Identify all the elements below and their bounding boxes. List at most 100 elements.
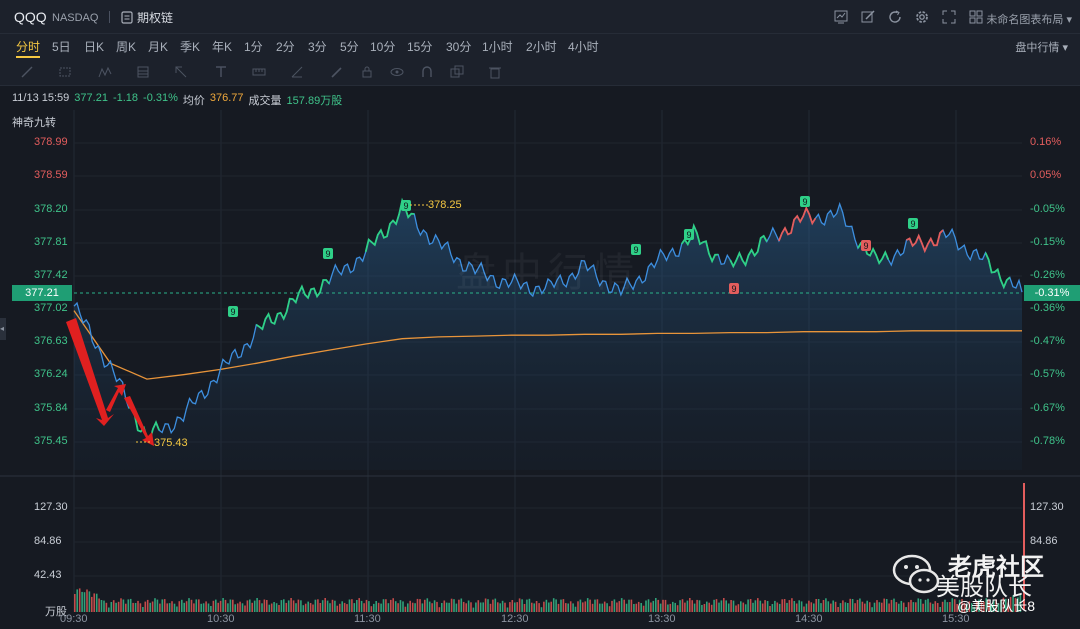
volume-bar <box>394 601 397 612</box>
x-tick-label: 12:30 <box>501 613 529 625</box>
text-tool-icon[interactable] <box>214 65 228 79</box>
volume-bar <box>652 600 655 612</box>
signal-segment <box>984 252 1011 290</box>
cursor-icon[interactable] <box>174 65 188 79</box>
period-tab[interactable]: 季K <box>180 40 201 54</box>
volume-bar <box>992 599 995 612</box>
volume-bar <box>817 599 820 612</box>
period-tab[interactable]: 周K <box>116 40 137 54</box>
volume-label: 成交量 <box>248 95 282 107</box>
volume-bar <box>596 599 599 612</box>
volume-bar <box>837 607 839 612</box>
volume-bar <box>662 599 664 612</box>
volume-bar <box>83 592 86 612</box>
period-tab[interactable]: 2小时 <box>526 40 557 54</box>
edit-icon[interactable] <box>860 9 876 25</box>
fib-icon[interactable] <box>136 65 150 79</box>
pencil-icon[interactable] <box>330 65 344 79</box>
volume-bar <box>161 599 164 612</box>
volume-bar <box>771 604 774 612</box>
period-tab[interactable]: 1小时 <box>482 40 513 54</box>
volume-bar <box>385 599 387 612</box>
volume-bar <box>742 602 745 612</box>
period-tab[interactable]: 4小时 <box>568 40 599 54</box>
layout-name-dropdown[interactable]: 未命名图表布局 ▾ <box>986 11 1072 27</box>
symbol-label[interactable]: QQQ <box>14 9 47 25</box>
ruler-icon[interactable] <box>290 65 304 79</box>
volume-bar <box>567 603 569 612</box>
period-tab[interactable]: 1分 <box>244 40 263 54</box>
period-tab[interactable]: 5日 <box>52 40 71 54</box>
volume-bar <box>424 599 426 612</box>
refresh-icon[interactable] <box>887 9 903 25</box>
volume-bar <box>710 604 713 612</box>
volume-bar <box>251 602 253 612</box>
period-tab[interactable]: 5分 <box>340 40 359 54</box>
lock-icon[interactable] <box>360 65 374 79</box>
period-tab[interactable]: 分时 <box>16 40 41 54</box>
volume-bar <box>732 600 735 612</box>
volume-bar <box>922 603 924 612</box>
volume-bar <box>946 602 949 612</box>
chart-icon[interactable] <box>833 9 849 25</box>
clone-icon[interactable] <box>450 65 464 79</box>
volume-bar <box>934 601 937 612</box>
period-tab[interactable]: 30分 <box>446 40 472 54</box>
volume-bar <box>601 603 604 612</box>
rectangle-icon[interactable] <box>58 65 72 79</box>
volume-bar <box>761 603 764 612</box>
period-tab[interactable]: 15分 <box>407 40 433 54</box>
measure-icon[interactable] <box>252 65 266 79</box>
volume-bar <box>241 603 244 612</box>
option-chain-button[interactable]: 期权链 <box>121 9 173 26</box>
period-tab[interactable]: 年K <box>212 40 233 54</box>
y-tick-label: 378.20 <box>34 203 68 215</box>
volume-bar <box>239 601 241 612</box>
period-tab[interactable]: 3分 <box>308 40 327 54</box>
volume-bar <box>847 603 849 612</box>
period-tab[interactable]: 10分 <box>370 40 396 54</box>
eye-icon[interactable] <box>390 65 404 79</box>
fullscreen-icon[interactable] <box>941 9 957 25</box>
volume-bar <box>397 603 399 612</box>
period-tab[interactable]: 月K <box>148 40 169 54</box>
volume-bar <box>603 601 606 612</box>
trash-icon[interactable] <box>488 65 502 79</box>
volume-bar <box>800 601 803 612</box>
period-tab[interactable]: 日K <box>84 40 105 54</box>
volume-bar <box>287 600 290 612</box>
volume-bar <box>876 600 878 612</box>
volume-bar <box>261 603 263 612</box>
trend-line-icon[interactable] <box>20 65 34 79</box>
volume-bar <box>973 606 975 612</box>
high-annotation: 378.25 <box>428 199 462 211</box>
volume-bar <box>365 599 368 612</box>
settings-icon[interactable] <box>914 9 930 25</box>
indicator-label[interactable]: 神奇九转 <box>12 117 56 129</box>
grid-layout-icon[interactable] <box>968 9 984 25</box>
intraday-dropdown[interactable]: 盘中行情 ▾ <box>1015 39 1068 55</box>
volume-bar <box>336 605 339 612</box>
volume-bar <box>307 601 309 612</box>
volume-bar <box>431 603 433 612</box>
volume-bar <box>227 603 229 612</box>
x-tick-label: 11:30 <box>354 613 381 625</box>
volume-bar <box>314 599 317 612</box>
volume-bar <box>907 602 910 612</box>
magnet-icon[interactable] <box>420 65 434 79</box>
volume-tick-label: 127.30 <box>34 501 68 513</box>
volume-bar <box>851 599 854 612</box>
volume-bar <box>448 602 450 612</box>
volume-bar <box>74 594 76 612</box>
volume-bar <box>905 607 907 612</box>
period-tab[interactable]: 2分 <box>276 40 295 54</box>
volume-bar <box>511 600 514 612</box>
volume-bar <box>438 607 441 612</box>
volume-bar <box>108 607 110 612</box>
y-tick-label: 377.81 <box>34 236 68 248</box>
volume-bar <box>548 602 550 612</box>
pattern-icon[interactable] <box>98 65 112 79</box>
side-collapse-handle[interactable]: ◂ <box>0 318 6 340</box>
volume-bar <box>407 603 409 612</box>
